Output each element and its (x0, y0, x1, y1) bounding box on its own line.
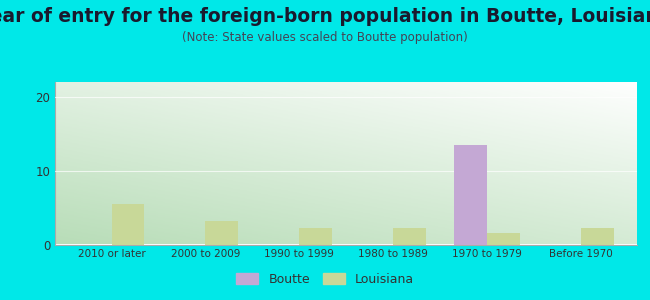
Bar (454, 145, 487, 244)
Legend: Boutte, Louisiana: Boutte, Louisiana (231, 268, 419, 291)
Text: Year of entry for the foreign-born population in Boutte, Louisiana: Year of entry for the foreign-born popul… (0, 8, 650, 26)
Bar (205, 221, 238, 244)
Bar (393, 228, 426, 244)
Bar (112, 204, 144, 244)
Bar (299, 228, 332, 244)
Bar (487, 233, 520, 244)
Text: (Note: State values scaled to Boutte population): (Note: State values scaled to Boutte pop… (182, 32, 468, 44)
Bar (580, 228, 614, 244)
